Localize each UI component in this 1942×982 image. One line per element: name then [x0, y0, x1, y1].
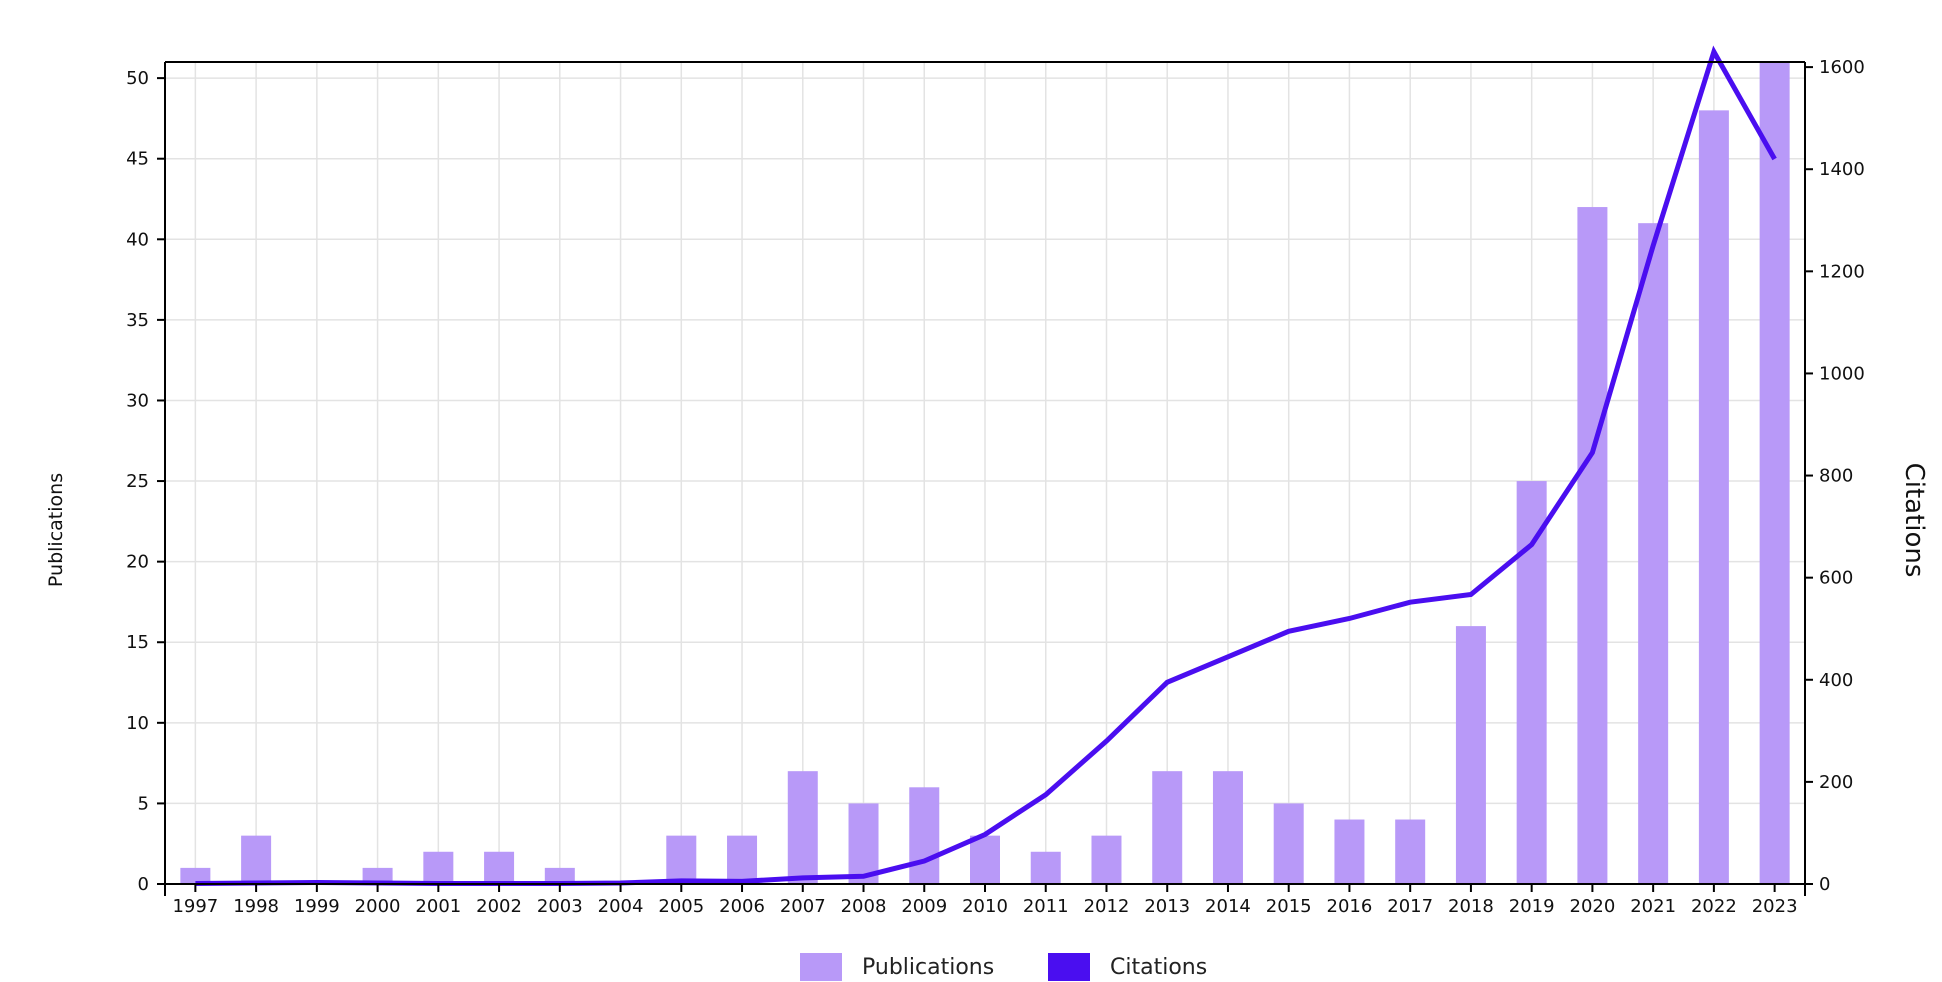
- bar-publications-2011[interactable]: [1030, 851, 1061, 884]
- bar-publications-2015[interactable]: [1273, 803, 1304, 884]
- x-tick-label-2005: 2005: [658, 896, 704, 917]
- x-tick-label-2019: 2019: [1509, 896, 1555, 917]
- x-tick-label-2023: 2023: [1752, 896, 1798, 917]
- x-tick-label-2020: 2020: [1570, 896, 1616, 917]
- x-tick-label-2004: 2004: [598, 896, 644, 917]
- x-tick-label-2012: 2012: [1084, 896, 1130, 917]
- bar-publications-2023[interactable]: [1759, 62, 1790, 884]
- x-tick-label-2014: 2014: [1205, 896, 1251, 917]
- left-tick-label: 45: [126, 149, 149, 170]
- x-tick-label-2018: 2018: [1448, 896, 1494, 917]
- bar-publications-2003[interactable]: [544, 867, 575, 884]
- right-tick-label: 400: [1819, 670, 1853, 691]
- x-tick-label-1999: 1999: [294, 896, 340, 917]
- bar-publications-2019[interactable]: [1516, 481, 1547, 884]
- left-tick-label: 25: [126, 471, 149, 492]
- x-tick-label-2013: 2013: [1144, 896, 1190, 917]
- x-tick-label-2015: 2015: [1266, 896, 1312, 917]
- left-tick-label: 5: [138, 793, 149, 814]
- right-axis-title: Citations: [1899, 463, 1929, 578]
- left-tick-label: 40: [126, 229, 149, 250]
- x-tick-label-1997: 1997: [172, 896, 218, 917]
- left-axis-title: Publications: [45, 473, 67, 587]
- legend[interactable]: Publications Citations: [800, 953, 1207, 981]
- right-tick-label: 800: [1819, 466, 1853, 487]
- bar-publications-2008[interactable]: [848, 803, 879, 884]
- right-axis-ticks: 0 200 400 600 800 1000 1200 1400 1600: [1805, 57, 1865, 895]
- x-tick-label-2011: 2011: [1023, 896, 1069, 917]
- x-tick-label-2016: 2016: [1327, 896, 1373, 917]
- right-tick-label: 200: [1819, 772, 1853, 793]
- bar-publications-2007[interactable]: [787, 771, 818, 884]
- x-tick-label-2000: 2000: [355, 896, 401, 917]
- bar-publications-2020[interactable]: [1577, 207, 1608, 884]
- left-tick-label: 10: [126, 713, 149, 734]
- bar-publications-2006[interactable]: [727, 835, 758, 884]
- left-tick-label: 0: [138, 874, 149, 895]
- bar-publications-2014[interactable]: [1212, 771, 1243, 884]
- legend-swatch-citations[interactable]: [1048, 953, 1090, 981]
- x-tick-label-2022: 2022: [1691, 896, 1737, 917]
- bar-publications-2000[interactable]: [362, 867, 393, 884]
- bar-publications-2018[interactable]: [1455, 626, 1486, 884]
- x-tick-label-2008: 2008: [841, 896, 887, 917]
- left-tick-label: 35: [126, 310, 149, 331]
- bar-publications-1997[interactable]: [180, 867, 211, 884]
- bar-publications-2002[interactable]: [484, 851, 515, 884]
- legend-swatch-publications[interactable]: [800, 953, 842, 981]
- bar-publications-2010[interactable]: [970, 835, 1000, 884]
- bar-publications-1998[interactable]: [241, 835, 272, 884]
- right-tick-label: 1400: [1819, 159, 1865, 180]
- x-tick-label-2010: 2010: [962, 896, 1008, 917]
- x-tick-label-1998: 1998: [233, 896, 279, 917]
- bar-publications-2012[interactable]: [1091, 835, 1122, 884]
- right-tick-label: 1600: [1819, 57, 1865, 78]
- left-tick-label: 50: [126, 68, 149, 89]
- bar-publications-2013[interactable]: [1152, 771, 1183, 884]
- x-tick-label-2001: 2001: [415, 896, 461, 917]
- publication-bars: [180, 62, 1790, 885]
- bar-publications-2022[interactable]: [1698, 110, 1729, 884]
- x-tick-label-2007: 2007: [780, 896, 826, 917]
- x-tick-label-2003: 2003: [537, 896, 583, 917]
- right-tick-label: 1200: [1819, 261, 1865, 282]
- bar-publications-2005[interactable]: [666, 835, 697, 884]
- bar-publications-2021[interactable]: [1638, 223, 1669, 885]
- left-tick-label: 15: [126, 632, 149, 653]
- x-tick-label-2017: 2017: [1387, 896, 1433, 917]
- right-tick-label: 600: [1819, 568, 1853, 589]
- legend-label-publications[interactable]: Publications: [862, 955, 994, 980]
- left-tick-label: 30: [126, 390, 149, 411]
- left-axis-ticks: 0 5 10 15 20 25 30 35 40 45 50: [126, 68, 165, 895]
- x-tick-label-2021: 2021: [1630, 896, 1676, 917]
- bar-publications-2017[interactable]: [1395, 819, 1426, 884]
- right-tick-label: 1000: [1819, 363, 1865, 384]
- legend-label-citations[interactable]: Citations: [1110, 955, 1207, 980]
- grid-lines: [165, 62, 1805, 885]
- bar-publications-2009[interactable]: [909, 787, 940, 884]
- x-tick-label-2002: 2002: [476, 896, 522, 917]
- left-tick-label: 20: [126, 552, 149, 573]
- bar-publications-2001[interactable]: [423, 851, 454, 884]
- bar-publications-2016[interactable]: [1334, 819, 1365, 884]
- right-tick-label: 0: [1819, 874, 1830, 895]
- x-tick-label-2006: 2006: [719, 896, 765, 917]
- x-axis-ticks: 1997 1998 1999 2000 2001 2002 2003 2004 2005 2006…: [164, 884, 1806, 917]
- x-tick-label-2009: 2009: [901, 896, 947, 917]
